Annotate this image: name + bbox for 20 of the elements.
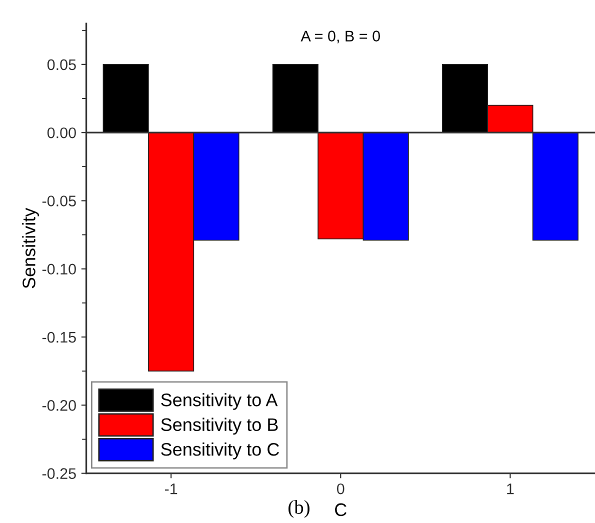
- y-tick-label: -0.20: [42, 400, 76, 411]
- legend-label: Sensitivity to B: [161, 418, 278, 435]
- legend-label: Sensitivity to A: [161, 393, 278, 410]
- x-tick-label: -1: [164, 484, 178, 494]
- annotation: A = 0, B = 0: [300, 30, 380, 44]
- x-tick-label: 1: [507, 484, 514, 494]
- y-axis-title: Sensitivity: [22, 208, 39, 288]
- y-tick-label: -0.15: [42, 332, 76, 343]
- bar: [532, 132, 578, 241]
- y-tick-label: -0.05: [42, 196, 76, 206]
- bar: [272, 64, 318, 133]
- legend-label: Sensitivity to C: [161, 442, 280, 460]
- y-tick-label: -0.25: [42, 468, 76, 479]
- x-axis-title: C: [335, 503, 346, 516]
- y-tick-label: 0.05: [47, 59, 76, 70]
- text: (b): [288, 500, 310, 518]
- y-tick-label: 0.00: [47, 127, 76, 138]
- x-tick-label: 0: [336, 483, 344, 494]
- y-tick-label: -0.10: [42, 264, 76, 275]
- bar: [102, 64, 149, 133]
